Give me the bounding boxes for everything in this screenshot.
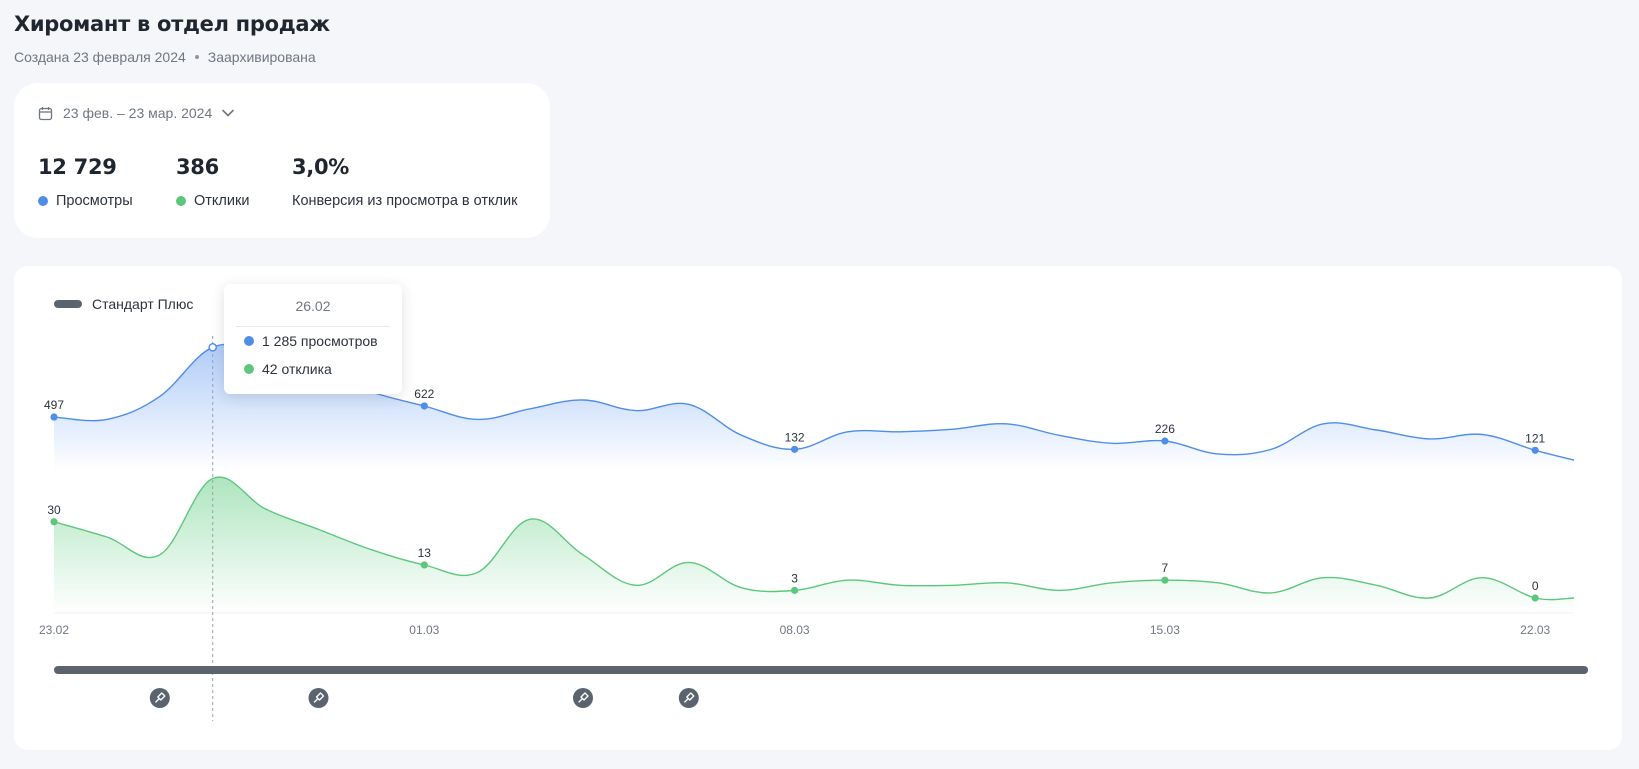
- metric-conversion: 3,0% Конверсия из просмотра в отклик: [292, 155, 517, 209]
- legend-label: Стандарт Плюс: [92, 296, 194, 312]
- views-point: [791, 445, 799, 453]
- tooltip-responses: 42 отклика: [262, 361, 332, 377]
- responses-point: [1531, 594, 1539, 602]
- stats-card: 23 фев. – 23 мар. 2024 12 729 Просмотры …: [14, 83, 550, 238]
- metric-views-label: Просмотры: [56, 193, 133, 209]
- status-label: Заархивирована: [207, 49, 316, 65]
- chart-card: 497 622 132 226 121 30 13 3 7 0 23.02 01.03 08.03 15.…: [14, 266, 1622, 750]
- x-tick-label: 15.03: [1150, 623, 1180, 637]
- metric-views: 12 729 Просмотры: [38, 155, 133, 209]
- x-tick-label: 01.03: [409, 623, 439, 637]
- tooltip-divider: [236, 326, 390, 327]
- responses-point: [791, 586, 799, 594]
- calendar-icon: [38, 106, 53, 121]
- page-title: Хиромант в отдел продаж: [14, 12, 330, 36]
- hover-point: [208, 343, 217, 352]
- responses-data-label: 30: [47, 503, 61, 517]
- tooltip-views-dot: [244, 336, 254, 346]
- pin-icon[interactable]: [678, 688, 699, 708]
- x-tick-label: 23.02: [39, 623, 69, 637]
- date-range-picker[interactable]: 23 фев. – 23 мар. 2024: [38, 105, 235, 121]
- metric-responses-label: Отклики: [194, 193, 250, 209]
- pin-icon[interactable]: [308, 688, 329, 708]
- tooltip-date: 26.02: [295, 298, 331, 314]
- responses-data-label: 7: [1162, 561, 1169, 575]
- pin-icon[interactable]: [573, 688, 593, 708]
- tooltip-views: 1 285 просмотров: [262, 333, 378, 349]
- views-point: [50, 413, 58, 421]
- responses-data-label: 3: [791, 571, 798, 585]
- chart-tooltip: 26.02 1 285 просмотров 42 отклика: [224, 284, 402, 394]
- responses-dot: [176, 196, 186, 206]
- vacancy-meta: Создана 23 февраля 2024 Заархивирована: [14, 49, 316, 65]
- metric-views-value: 12 729: [38, 155, 117, 179]
- legend-swatch: [54, 300, 82, 308]
- x-tick-label: 22.03: [1520, 623, 1550, 637]
- responses-area: [54, 477, 1575, 613]
- responses-data-label: 13: [418, 546, 432, 560]
- tooltip-responses-dot: [244, 364, 254, 374]
- views-dot: [38, 196, 48, 206]
- pin-icon[interactable]: [149, 688, 170, 708]
- responses-point: [50, 518, 58, 526]
- separator-dot: [194, 55, 199, 59]
- views-data-label: 497: [44, 398, 64, 412]
- views-data-label: 226: [1155, 422, 1175, 436]
- views-area: [54, 344, 1575, 471]
- views-data-label: 132: [785, 430, 805, 444]
- views-point: [1531, 446, 1539, 454]
- responses-data-label: 0: [1532, 579, 1539, 593]
- views-point: [420, 402, 428, 410]
- metric-responses: 386 Отклики: [176, 155, 249, 209]
- chart-legend: Стандарт Плюс: [54, 296, 193, 312]
- tariff-period-bar: [54, 666, 1589, 674]
- date-range-label: 23 фев. – 23 мар. 2024: [63, 105, 213, 121]
- metric-responses-value: 386: [176, 155, 219, 179]
- views-data-label: 622: [414, 387, 434, 401]
- metric-conversion-label: Конверсия из просмотра в отклик: [292, 193, 518, 209]
- responses-point: [1161, 576, 1169, 584]
- views-point: [1161, 437, 1169, 445]
- chevron-down-icon: [222, 109, 235, 117]
- views-data-label: 121: [1525, 431, 1545, 445]
- created-date: Создана 23 февраля 2024: [14, 49, 186, 65]
- x-tick-label: 08.03: [780, 623, 810, 637]
- metric-conversion-value: 3,0%: [292, 155, 350, 179]
- responses-point: [420, 561, 428, 569]
